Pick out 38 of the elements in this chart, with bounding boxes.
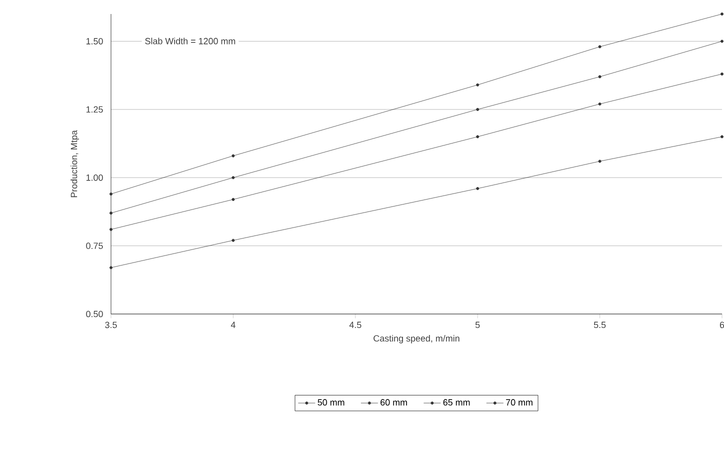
point — [598, 45, 602, 48]
point — [476, 187, 480, 190]
legend-label: 50 mm — [318, 399, 344, 406]
x-tick-label: 4 — [230, 322, 236, 328]
point — [232, 176, 235, 180]
point — [476, 135, 480, 138]
x-tick-label: 6 — [720, 322, 724, 328]
annotation: Slab Width = 1200 mm — [145, 38, 236, 44]
x-tick-label: 5.5 — [594, 322, 606, 328]
y-tick-label: 1.00 — [86, 174, 103, 181]
point — [110, 266, 112, 270]
x-tick-label: 3.5 — [105, 322, 117, 328]
point — [476, 83, 480, 86]
point — [598, 75, 602, 78]
x-axis-title: Casting speed, m/min — [374, 334, 460, 344]
point — [110, 228, 112, 231]
point — [110, 192, 112, 196]
point — [720, 12, 724, 16]
point — [598, 102, 602, 106]
point — [110, 212, 112, 215]
y-tick-label: 0.75 — [86, 242, 103, 249]
y-tick-label: 1.25 — [86, 106, 103, 113]
point — [720, 135, 724, 138]
point — [232, 198, 235, 201]
legend-label: 65 mm — [443, 399, 470, 406]
y-axis-title: Production, Mtpa — [70, 130, 79, 198]
point — [720, 72, 724, 76]
x-tick-label: 5 — [475, 322, 480, 328]
point — [598, 160, 602, 163]
legend-label: 60 mm — [380, 399, 407, 406]
point — [476, 108, 480, 111]
point — [232, 154, 235, 158]
y-tick-label: 0.50 — [86, 310, 103, 318]
legend-label: 70 mm — [506, 399, 532, 406]
point — [232, 238, 235, 242]
x-tick-label: 4.5 — [349, 322, 362, 328]
y-tick-label: 1.50 — [86, 38, 103, 44]
point — [720, 40, 724, 43]
